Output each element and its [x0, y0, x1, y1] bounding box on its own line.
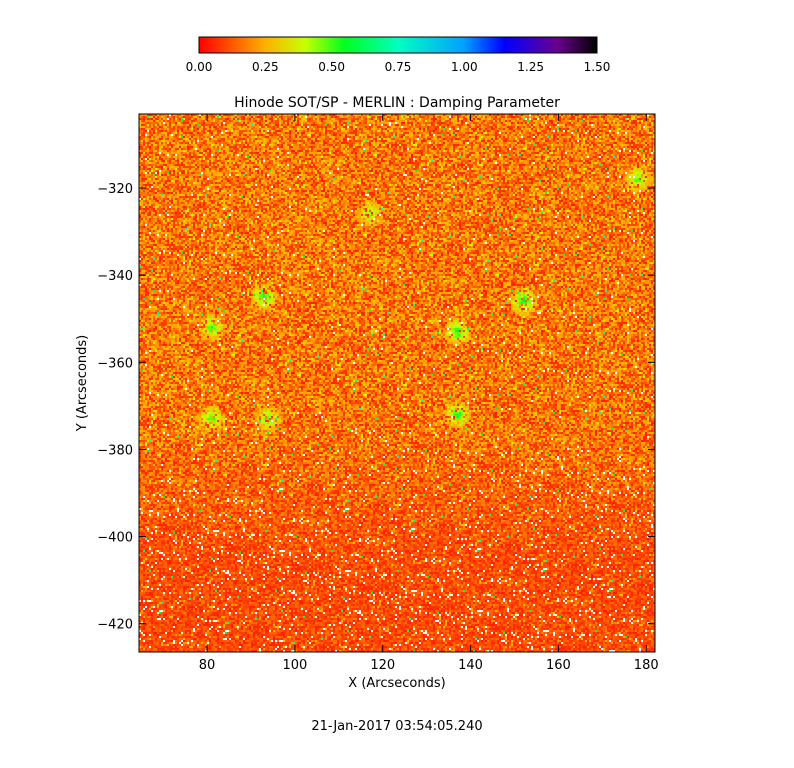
colorbar-tick-label: 1.00	[451, 60, 478, 74]
colorbar-tick-label: 0.00	[186, 60, 213, 74]
colorbar: 0.00 0.25 0.50 0.75 1.00 1.25 1.50	[186, 36, 611, 74]
y-tick-label: −400	[97, 531, 133, 546]
y-axis: −320 −340 −360 −380 −400 −420	[97, 182, 655, 633]
colorbar-gradient	[198, 36, 598, 54]
plot-frame	[138, 113, 656, 653]
x-axis: 80 100 120 140 160 180	[199, 114, 659, 673]
x-tick-label: 120	[370, 658, 395, 673]
colorbar-tick-label: 1.25	[517, 60, 544, 74]
colorbar-tick-label: 1.50	[584, 60, 611, 74]
colorbar-tick-label: 0.75	[385, 60, 412, 74]
x-tick-label: 100	[282, 658, 307, 673]
x-tick-label: 80	[199, 658, 216, 673]
y-axis-label: Y (Arcseconds)	[75, 335, 90, 432]
y-tick-label: −320	[97, 182, 133, 197]
chart-title: Hinode SOT/SP - MERLIN : Damping Paramet…	[234, 95, 560, 111]
colorbar-tick-label: 0.50	[318, 60, 345, 74]
y-tick-label: −360	[97, 356, 133, 371]
x-tick-label: 140	[458, 658, 483, 673]
heatmap	[139, 114, 655, 652]
y-tick-label: −420	[97, 618, 133, 633]
x-axis-label: X (Arcseconds)	[348, 676, 445, 691]
x-tick-label: 160	[546, 658, 571, 673]
x-tick-label: 180	[634, 658, 659, 673]
heatmap-image	[139, 114, 655, 652]
colorbar-tick-label: 0.25	[252, 60, 279, 74]
timestamp: 21-Jan-2017 03:54:05.240	[311, 719, 482, 734]
y-tick-label: −340	[97, 269, 133, 284]
y-tick-label: −380	[97, 443, 133, 458]
colorbar-tick-labels: 0.00 0.25 0.50 0.75 1.00 1.25 1.50	[186, 60, 611, 74]
